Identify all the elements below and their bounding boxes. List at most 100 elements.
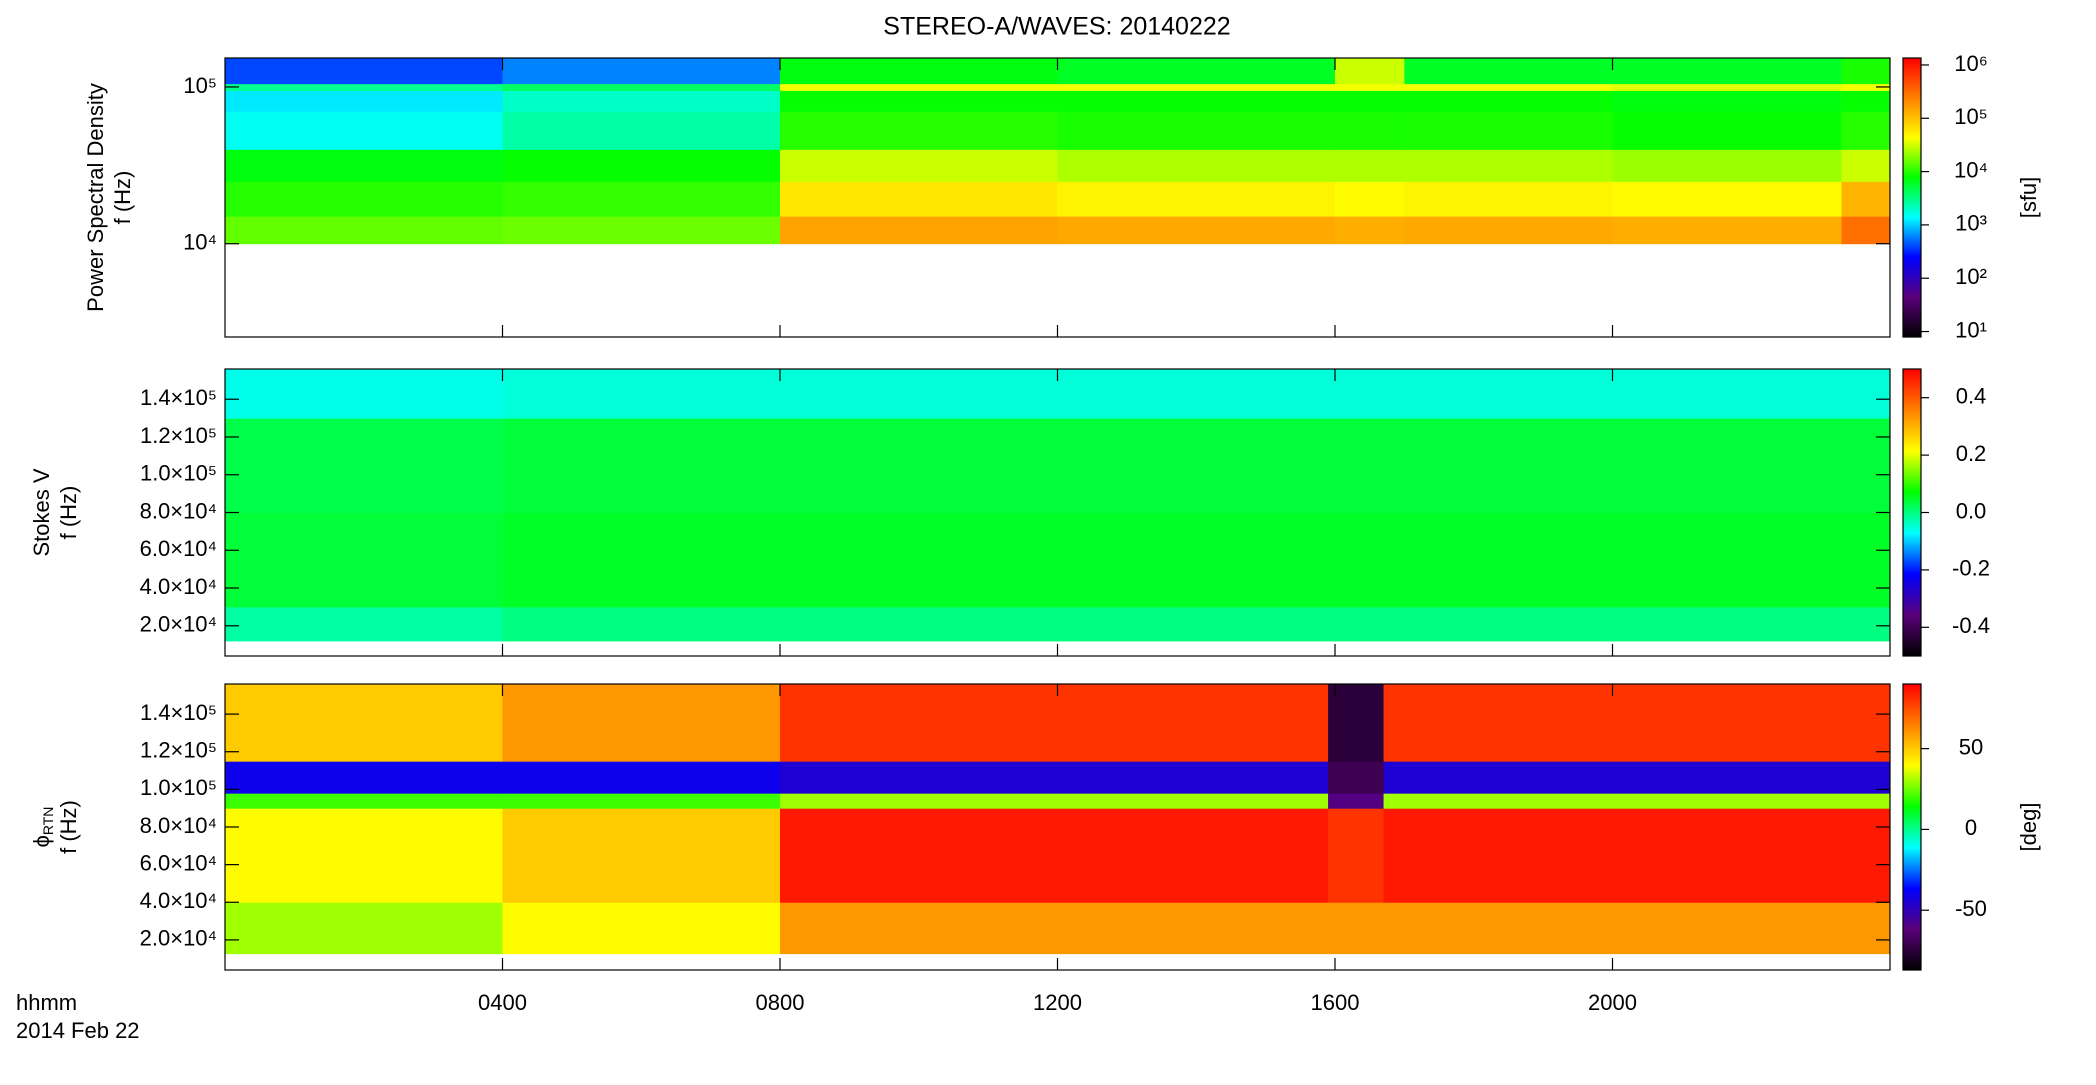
heatmap-cell — [1057, 90, 1336, 112]
y-tick-label: 8.0×10⁴ — [140, 813, 217, 838]
heatmap-cell — [1404, 58, 1613, 85]
x-tick-label: 1600 — [1311, 990, 1360, 1015]
heatmap-cell — [225, 606, 503, 642]
heatmap-cell — [1057, 369, 1336, 419]
heatmap-cell — [225, 149, 503, 182]
heatmap-cell — [1328, 808, 1385, 903]
x-tick-label: 0800 — [756, 990, 805, 1015]
heatmap-cell — [1404, 216, 1613, 245]
heatmap-cell — [1404, 181, 1613, 217]
heatmap-cell — [502, 58, 781, 85]
heatmap-cell — [780, 418, 1058, 513]
heatmap-cell — [1404, 149, 1613, 182]
heatmap-cell — [1612, 606, 1891, 642]
colorbar-tick-label: 10⁵ — [1954, 104, 1988, 129]
colorbar — [1903, 58, 1921, 337]
heatmap-cell — [1335, 181, 1405, 217]
y-tick-label: 1.2×10⁵ — [140, 738, 217, 763]
heatmap-cell — [502, 83, 781, 91]
y-axis-label: ϕRTN — [29, 807, 56, 848]
heatmap-cell — [1328, 902, 1385, 955]
heatmap-cell — [780, 149, 1058, 182]
heatmap-cell — [225, 58, 503, 85]
colorbar — [1903, 369, 1921, 656]
heatmap-cell — [1612, 418, 1891, 513]
colorbar-tick-label: -50 — [1955, 896, 1987, 921]
heatmap-cell — [780, 902, 1329, 955]
heatmap-cell — [780, 369, 1058, 419]
y-tick-label: 10⁵ — [183, 73, 217, 98]
y-axis-label-text: ϕ — [29, 835, 54, 847]
heatmap-cell — [502, 418, 781, 513]
heatmap-cell — [502, 808, 781, 903]
y-axis-label-text: Stokes V — [29, 468, 54, 556]
chart-title: STEREO-A/WAVES: 20140222 — [883, 13, 1230, 41]
heatmap-cell — [1612, 90, 1842, 112]
y-tick-label: 1.4×10⁵ — [140, 385, 217, 410]
colorbar-label: [deg] — [2016, 803, 2041, 852]
heatmap-cell — [1612, 149, 1842, 182]
heatmap-cell — [1612, 369, 1891, 419]
heatmap-cell — [1335, 418, 1613, 513]
heatmap-cell — [1057, 418, 1336, 513]
heatmap-cell — [780, 216, 1058, 245]
heatmap-cell — [1612, 181, 1842, 217]
x-axis-date: 2014 Feb 22 — [16, 1018, 140, 1043]
heatmap-cell — [502, 684, 781, 762]
colorbar-tick-label: 0 — [1965, 815, 1977, 840]
heatmap-cell — [1841, 149, 1891, 182]
heatmap-cell — [225, 793, 503, 809]
heatmap-cell — [502, 793, 781, 809]
heatmap-cell — [1057, 83, 1336, 91]
heatmap-cell — [502, 902, 781, 955]
colorbar-label: [sfu] — [2016, 177, 2041, 219]
y-axis-label: f (Hz) — [110, 171, 135, 225]
heatmap-cell — [502, 761, 781, 794]
y-axis-label-text: f (Hz) — [56, 486, 81, 540]
heatmap-cell — [1404, 83, 1613, 91]
heatmap-cell — [225, 684, 503, 762]
heatmap-cell — [1057, 512, 1336, 608]
colorbar-frame — [1902, 683, 1922, 971]
heatmap-cell — [780, 808, 1329, 903]
heatmap-cell — [1841, 111, 1891, 150]
heatmap-cell — [502, 181, 781, 217]
y-tick-label: 2.0×10⁴ — [140, 612, 217, 637]
colorbar-tick-label: 10⁶ — [1954, 51, 1988, 76]
heatmap-cell — [502, 111, 781, 150]
heatmap-cell — [1841, 181, 1891, 217]
heatmap-cell — [780, 58, 1058, 85]
x-tick-label: 0400 — [478, 990, 527, 1015]
heatmap-cell — [1057, 181, 1336, 217]
heatmap-cell — [1057, 606, 1336, 642]
heatmap-cell — [1612, 216, 1842, 245]
heatmap-cell — [780, 90, 1058, 112]
colorbar-tick-label: 0.4 — [1956, 384, 1987, 409]
heatmap-cell — [1335, 512, 1613, 608]
heatmap-cell — [225, 83, 503, 91]
y-axis-label: f (Hz) — [56, 800, 81, 854]
heatmap-cell — [1841, 90, 1891, 112]
heatmap-cell — [780, 111, 1058, 150]
y-tick-label: 10⁴ — [183, 230, 217, 255]
heatmap-cell — [1335, 216, 1405, 245]
heatmap-cell — [1383, 793, 1891, 809]
colorbar — [1903, 684, 1921, 970]
heatmap-cell — [502, 149, 781, 182]
x-tick-label: 2000 — [1588, 990, 1637, 1015]
y-tick-label: 6.0×10⁴ — [140, 536, 217, 561]
heatmap-cell — [1841, 216, 1891, 245]
y-axis-label-subscript: RTN — [40, 807, 56, 836]
colorbar-tick-label: 10¹ — [1955, 317, 1987, 342]
heatmap-cell — [1383, 902, 1891, 955]
y-axis-label: Power Spectral Density — [83, 83, 108, 312]
y-axis-label-text: Power Spectral Density — [83, 83, 108, 312]
heatmap-cell — [225, 181, 503, 217]
colorbar-tick-label: 10³ — [1955, 211, 1987, 236]
heatmap-cell — [502, 90, 781, 112]
x-tick-label: 1200 — [1033, 990, 1082, 1015]
heatmap-cell — [780, 761, 1329, 794]
heatmap-cell — [225, 111, 503, 150]
colorbar-tick-label: 10² — [1955, 264, 1987, 289]
